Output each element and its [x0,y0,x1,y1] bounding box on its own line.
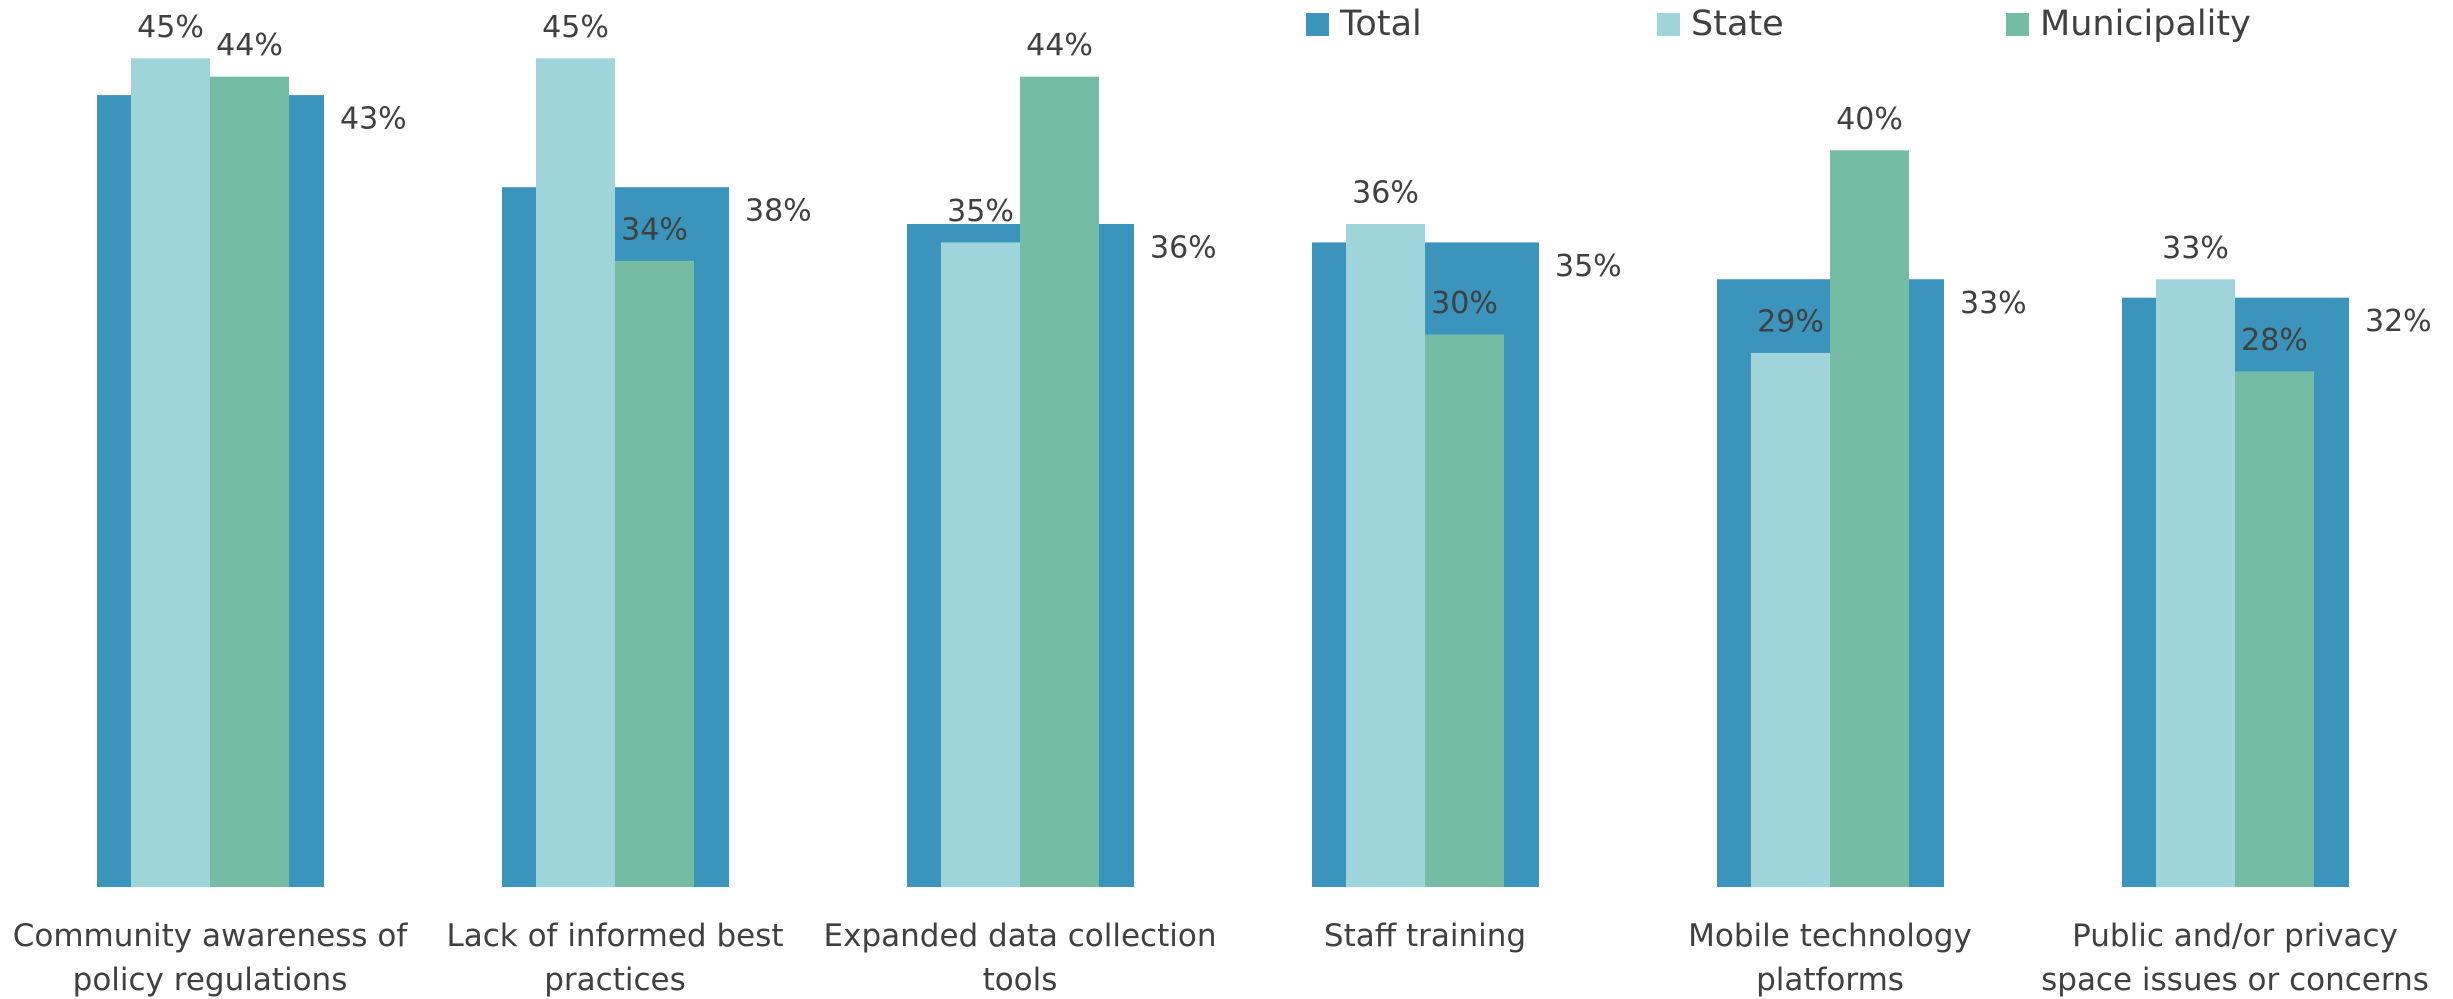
x-tick-label: Lack of informed best practices [446,918,784,998]
legend-swatch [1657,13,1680,36]
x-tick-label: Mobile technology platforms [1688,918,1972,998]
data-label: 40% [1836,102,1903,137]
bar [1751,352,1830,888]
bar [210,76,289,887]
legend-label: State [1691,4,1784,44]
legend-label: Municipality [2040,4,2251,44]
data-label: 28% [2241,323,2308,358]
data-label: 34% [621,212,688,247]
data-label: 29% [1757,304,1824,339]
bar [1346,224,1425,887]
data-label: 44% [216,28,283,63]
x-tick-label: Staff training [1323,918,1527,954]
x-tick-label: Public and/or privacy space issues or co… [2041,918,2429,998]
data-label: 32% [2365,304,2432,339]
data-label: 38% [745,194,812,229]
x-tick-label: Expanded data collection tools [823,918,1217,998]
data-label: 35% [947,194,1014,229]
data-label: 44% [1026,28,1093,63]
data-label: 30% [1431,286,1498,321]
bar [2156,279,2235,887]
bar [2235,371,2314,887]
legend-swatch [2006,13,2029,36]
bar [1830,150,1909,888]
data-label: 33% [2162,231,2229,266]
bar [615,260,694,887]
bar [941,242,1020,887]
data-label: 36% [1150,231,1217,266]
legend-label: Total [1339,4,1422,44]
data-label: 45% [542,10,609,45]
data-label: 36% [1352,176,1419,211]
data-label: 33% [1960,286,2027,321]
data-label: 45% [137,10,204,45]
x-tick-label: Community awareness of policy regulation… [12,918,408,998]
data-label: 43% [340,102,407,137]
bar [131,58,210,887]
bar [536,58,615,887]
legend-swatch [1306,13,1329,36]
bar [1020,76,1099,887]
data-label: 35% [1555,249,1622,284]
bar [1425,334,1504,887]
